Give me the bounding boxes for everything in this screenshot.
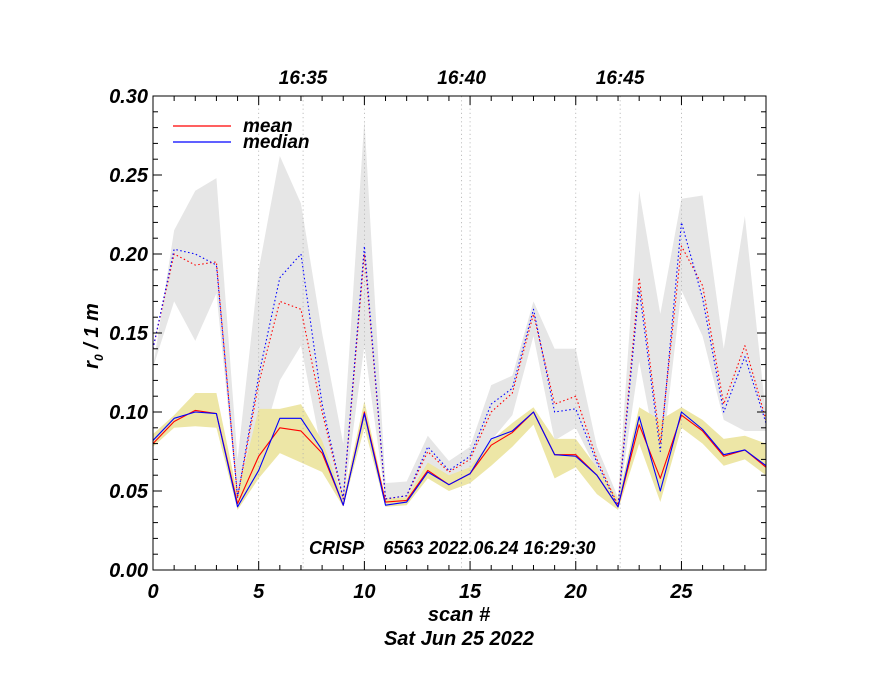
y-axis-label: r0 / 1 m xyxy=(81,303,106,369)
band-lower-spread xyxy=(153,393,766,510)
legend-label-median: median xyxy=(243,132,310,153)
y-tick-label: 0.05 xyxy=(109,481,149,503)
band-layer xyxy=(153,119,766,510)
y-tick-label: 0.25 xyxy=(109,165,149,187)
x-tick-label: 0 xyxy=(147,581,158,603)
time-tick-label: 16:40 xyxy=(437,68,486,89)
instrument-annotation: CRISP 6563 2022.06.24 16:29:30 xyxy=(309,538,596,558)
y-tick-label: 0.30 xyxy=(109,86,148,108)
y-axis-label-main: r xyxy=(81,360,103,369)
tick-label-layer: 0 5 10 15 20 25 0.00 0.05 0.10 0.15 0.20 0.25 0.30 16… xyxy=(109,68,693,603)
gridline-layer xyxy=(258,96,682,570)
series-line-median xyxy=(152,411,767,508)
y-axis-label-subscript: 0 xyxy=(92,354,106,361)
x-tick-label: 25 xyxy=(669,581,693,603)
y-tick-label: 0.20 xyxy=(109,244,148,266)
legend: mean median xyxy=(173,116,310,153)
legend-label-mean: mean xyxy=(243,116,293,137)
y-tick-label: 0.10 xyxy=(109,402,148,424)
time-tick-label: 16:35 xyxy=(279,68,328,89)
y-tick-label: 0.15 xyxy=(109,323,149,345)
x-tick-label: 10 xyxy=(353,581,375,603)
x-tick-label: 5 xyxy=(253,581,265,603)
band-upper-spread xyxy=(153,119,766,507)
y-tick-label: 0.00 xyxy=(109,560,148,582)
x-tick-label: 20 xyxy=(564,581,587,603)
date-label: Sat Jun 25 2022 xyxy=(384,628,534,650)
x-tick-label: 15 xyxy=(459,581,482,603)
time-tick-label: 16:45 xyxy=(596,68,645,89)
x-axis-label: scan # xyxy=(428,604,491,626)
y-axis-label-unit: / 1 m xyxy=(81,303,103,354)
series-layer xyxy=(152,221,767,508)
axes-layer xyxy=(152,95,767,571)
